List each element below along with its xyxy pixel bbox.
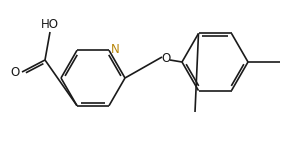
- Text: O: O: [162, 52, 171, 66]
- Text: O: O: [10, 66, 19, 78]
- Text: N: N: [111, 43, 119, 56]
- Text: HO: HO: [41, 18, 59, 32]
